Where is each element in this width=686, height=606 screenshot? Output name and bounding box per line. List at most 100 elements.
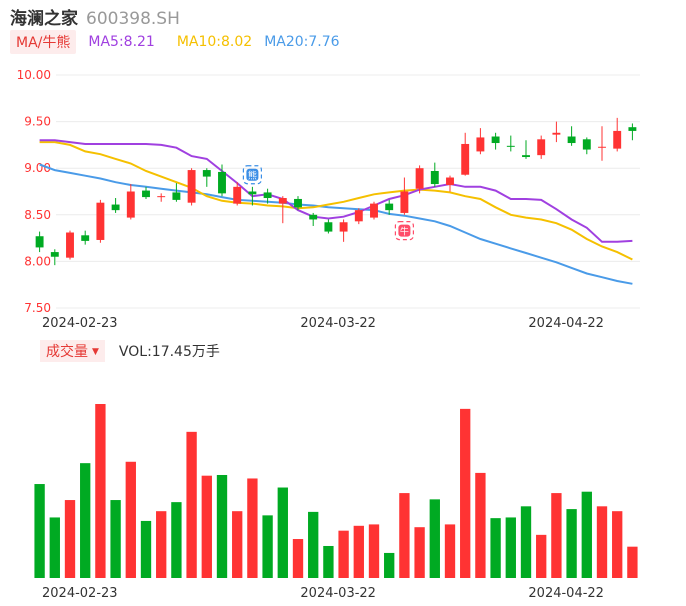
volume-bar <box>292 539 304 578</box>
candle <box>187 168 196 206</box>
volume-indicator-selector[interactable]: 成交量 ▼ <box>40 340 105 362</box>
volume-bar <box>475 472 486 578</box>
volume-bar <box>186 431 197 578</box>
candle <box>111 198 120 213</box>
marker-label: 熊 <box>248 170 257 182</box>
y-tick-label: 8.00 <box>24 254 51 268</box>
candle <box>309 212 318 226</box>
candle-body <box>309 214 318 220</box>
candle <box>126 184 135 220</box>
volume-bar <box>414 527 425 578</box>
price-axis: 10.00 9.50 9.00 8.50 8.00 7.50 <box>17 68 51 315</box>
candle <box>96 199 105 243</box>
candle <box>339 219 348 242</box>
volume-bar <box>505 517 516 578</box>
volume-bar <box>247 478 258 578</box>
candle <box>430 162 439 187</box>
volume-bar <box>232 511 243 578</box>
candle <box>613 117 622 152</box>
volume-bar <box>444 524 456 578</box>
candle-body <box>491 136 500 144</box>
chart-header: 海澜之家 600398.SH <box>10 4 180 29</box>
candle-body <box>461 143 470 175</box>
volume-bar <box>34 484 45 578</box>
volume-bar <box>460 408 471 578</box>
candle-body <box>582 139 591 150</box>
volume-bar <box>277 487 288 578</box>
x-tick-label: 2024-02-23 <box>42 316 118 331</box>
volume-bar <box>566 509 577 578</box>
y-tick-label: 9.00 <box>24 161 51 175</box>
candle-body <box>628 127 637 131</box>
candle-body <box>126 191 135 218</box>
candle <box>400 177 409 215</box>
ma-indicator-selector[interactable]: MA/牛熊 <box>10 30 77 54</box>
candle-body <box>354 210 363 222</box>
candle <box>628 123 637 141</box>
volume-bar <box>536 534 547 578</box>
candle <box>81 230 90 245</box>
volume-bar <box>429 499 440 578</box>
candle <box>35 231 44 253</box>
caret-down-icon: ▼ <box>92 347 99 357</box>
ma-legend: MA/牛熊 MA5:8.21 MA10:8.02 MA20:7.76 <box>10 30 340 54</box>
volume-bar <box>80 463 91 578</box>
candle <box>522 140 530 159</box>
volume-bar <box>596 506 608 578</box>
candle <box>476 128 485 155</box>
marker-badge <box>246 168 259 181</box>
candle <box>537 135 546 159</box>
candle <box>461 132 470 176</box>
volume-bar <box>368 524 380 578</box>
volume-bar <box>384 552 395 578</box>
candle <box>354 208 363 225</box>
volume-date-axis: 2024-02-23 2024-03-22 2024-04-22 <box>42 586 604 601</box>
volume-bar <box>520 506 532 578</box>
candle-body <box>81 235 90 241</box>
volume-bar <box>171 502 182 578</box>
volume-bar <box>262 515 273 578</box>
x-tick-label: 2024-04-22 <box>528 316 604 331</box>
candle <box>506 135 515 152</box>
volume-bar <box>338 530 349 578</box>
volume-bar <box>49 517 60 578</box>
candle <box>157 193 166 202</box>
candle-body <box>202 170 211 177</box>
candle <box>278 196 287 224</box>
volume-legend: 成交量 ▼ VOL:17.45万手 <box>40 340 220 362</box>
candle <box>263 188 272 204</box>
volume-bar <box>399 493 410 578</box>
candle-body <box>278 198 287 204</box>
ma5-legend: MA5:8.21 <box>88 34 155 50</box>
candle-body <box>476 137 485 152</box>
candle <box>385 199 394 215</box>
bull-bear-markers: 熊牛 <box>242 165 414 241</box>
candle <box>415 165 424 194</box>
candle <box>567 126 576 146</box>
volume-bar <box>490 518 501 578</box>
moving-average-lines <box>39 139 633 285</box>
candle-body <box>400 191 409 213</box>
volume-bar <box>323 545 334 578</box>
candle-body <box>263 192 272 199</box>
volume-bar <box>110 500 121 578</box>
candle <box>324 219 333 234</box>
x-tick-label: 2024-02-23 <box>42 586 118 601</box>
stock-name: 海澜之家 <box>10 9 78 29</box>
candle-body <box>324 222 333 232</box>
volume-bar <box>581 491 592 578</box>
candle-body <box>50 252 59 257</box>
candle-body <box>187 170 196 203</box>
x-tick-label: 2024-03-22 <box>300 316 376 331</box>
candle <box>446 175 454 192</box>
candle <box>491 132 500 150</box>
candle-body <box>567 136 576 144</box>
marker-badge <box>398 224 411 237</box>
candle-body <box>522 155 530 158</box>
y-tick-label: 7.50 <box>24 301 51 315</box>
y-tick-label: 9.50 <box>24 115 51 129</box>
candle-body <box>35 236 44 248</box>
candle-body <box>339 222 348 232</box>
ma10-line <box>39 141 633 261</box>
